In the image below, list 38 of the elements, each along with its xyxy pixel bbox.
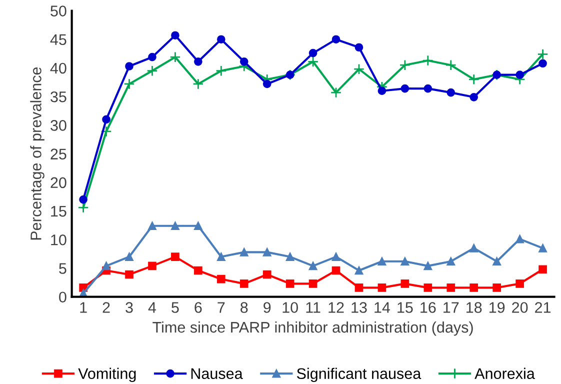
legend-label: Vomiting [78, 368, 136, 382]
y-tick-label: 30 [50, 120, 66, 131]
y-tick-label: 20 [50, 177, 66, 188]
x-tick-label: 12 [328, 302, 344, 313]
x-tick-label: 16 [420, 302, 436, 313]
x-tick-label: 11 [306, 302, 320, 313]
legend-label: Significant nausea [296, 368, 422, 382]
x-tick-label: 5 [172, 302, 179, 313]
x-tick-label: 19 [490, 302, 505, 313]
y-tick-label: 5 [59, 263, 66, 274]
legend-label: Anorexia [474, 368, 535, 380]
x-tick-label: 21 [535, 302, 551, 313]
x-axis-title: Time since PARP inhibitor administration (days) [152, 321, 473, 336]
x-tick-label: 15 [398, 302, 413, 313]
y-tick-label: 45 [50, 34, 66, 46]
x-tick-label: 7 [218, 302, 225, 313]
y-tick-label: 0 [59, 292, 66, 303]
x-tick-label: 9 [264, 302, 271, 313]
y-tick-label: 10 [51, 234, 66, 246]
x-tick-label: 8 [240, 302, 248, 313]
x-tick-label: 14 [374, 302, 390, 313]
x-tick-label: 1 [80, 302, 87, 313]
y-axis-title: Percentage of prevalence [30, 67, 44, 240]
legend-label: Nausea [191, 368, 243, 380]
x-tick-label: 18 [466, 302, 482, 313]
x-tick-label: 17 [444, 302, 459, 313]
y-tick-label: 25 [50, 148, 66, 160]
x-tick-label: 20 [512, 302, 528, 313]
x-tick-label: 13 [352, 302, 367, 313]
x-tick-label: 2 [102, 302, 110, 313]
x-tick-label: 10 [282, 302, 298, 313]
x-tick-label: 4 [148, 302, 156, 313]
y-tick-label: 15 [51, 206, 66, 217]
y-tick-label: 40 [50, 62, 66, 74]
y-tick-label: 50 [50, 6, 66, 16]
x-tick-label: 6 [194, 302, 202, 313]
y-tick-label: 35 [50, 91, 66, 102]
x-tick-label: 3 [126, 302, 133, 313]
